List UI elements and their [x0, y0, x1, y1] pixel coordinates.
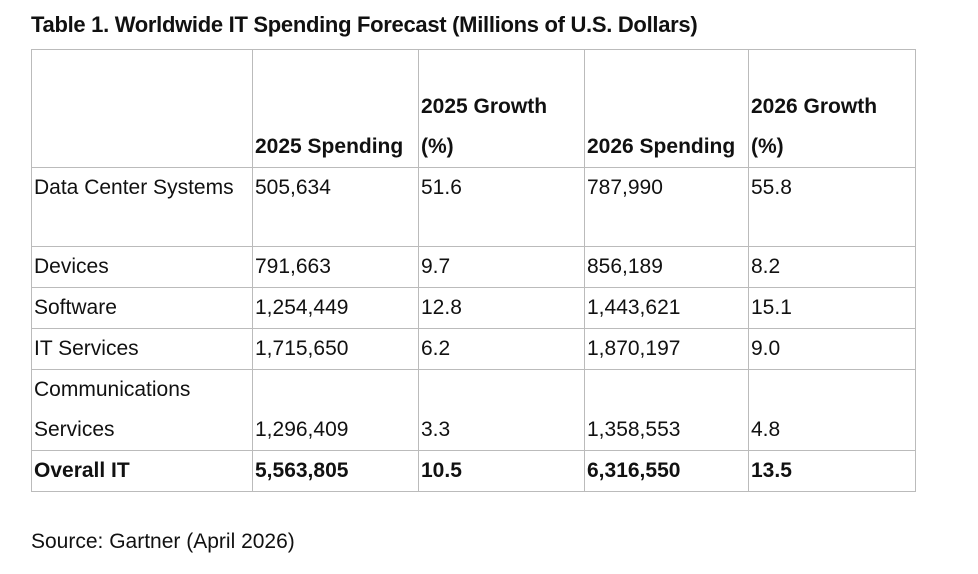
table-cell: 1,443,621	[584, 287, 749, 329]
table-cell: 10.5	[418, 450, 585, 492]
table-cell: 13.5	[748, 450, 916, 492]
table-row: Data Center Systems 505,634 51.6 787,990 55.…	[31, 167, 916, 247]
header-row: 2025 Spending 2025 Growth (%) 2026 Spendin…	[31, 49, 916, 168]
table-cell: 6.2	[418, 328, 585, 370]
table-row: Overall IT 5,563,805 10.5 6,316,550 13.5	[31, 450, 916, 492]
row-label: Data Center Systems	[31, 167, 253, 247]
row-label: Devices	[31, 246, 253, 288]
table-cell: 787,990	[584, 167, 749, 247]
table-cell: 9.7	[418, 246, 585, 288]
header-cell: 2025 Growth (%)	[418, 49, 585, 168]
table-row: Devices 791,663 9.7 856,189 8.2	[31, 246, 916, 288]
table-row: Software 1,254,449 12.8 1,443,621 15.1	[31, 287, 916, 329]
table-cell: 4.8	[748, 369, 916, 451]
table-cell: 856,189	[584, 246, 749, 288]
table-cell: 1,296,409	[252, 369, 419, 451]
table-cell: 1,870,197	[584, 328, 749, 370]
row-label: Communications Services	[31, 369, 253, 451]
table-cell: 15.1	[748, 287, 916, 329]
table-cell: 51.6	[418, 167, 585, 247]
table-cell: 505,634	[252, 167, 419, 247]
table-cell: 1,358,553	[584, 369, 749, 451]
row-label: IT Services	[31, 328, 253, 370]
table-cell: 8.2	[748, 246, 916, 288]
source-note: Source: Gartner (April 2026)	[31, 530, 295, 553]
header-cell	[31, 49, 253, 168]
header-cell: 2025 Spending	[252, 49, 419, 168]
table-cell: 6,316,550	[584, 450, 749, 492]
table-cell: 55.8	[748, 167, 916, 247]
table-cell: 1,715,650	[252, 328, 419, 370]
table-cell: 9.0	[748, 328, 916, 370]
table-body: 2025 Spending 2025 Growth (%) 2026 Spendin…	[31, 49, 916, 492]
row-label: Overall IT	[31, 450, 253, 492]
spending-table: 2025 Spending 2025 Growth (%) 2026 Spendin…	[31, 49, 916, 492]
table-cell: 1,254,449	[252, 287, 419, 329]
table-cell: 5,563,805	[252, 450, 419, 492]
table-cell: 791,663	[252, 246, 419, 288]
table-row: Communications Services 1,296,409 3.3 1,358…	[31, 369, 916, 451]
row-label: Software	[31, 287, 253, 329]
table-row: IT Services 1,715,650 6.2 1,870,197 9.0	[31, 328, 916, 370]
header-cell: 2026 Growth (%)	[748, 49, 916, 168]
table-cell: 3.3	[418, 369, 585, 451]
header-cell: 2026 Spending	[584, 49, 749, 168]
table-cell: 12.8	[418, 287, 585, 329]
table-title: Table 1. Worldwide IT Spending Forecast …	[31, 12, 698, 37]
